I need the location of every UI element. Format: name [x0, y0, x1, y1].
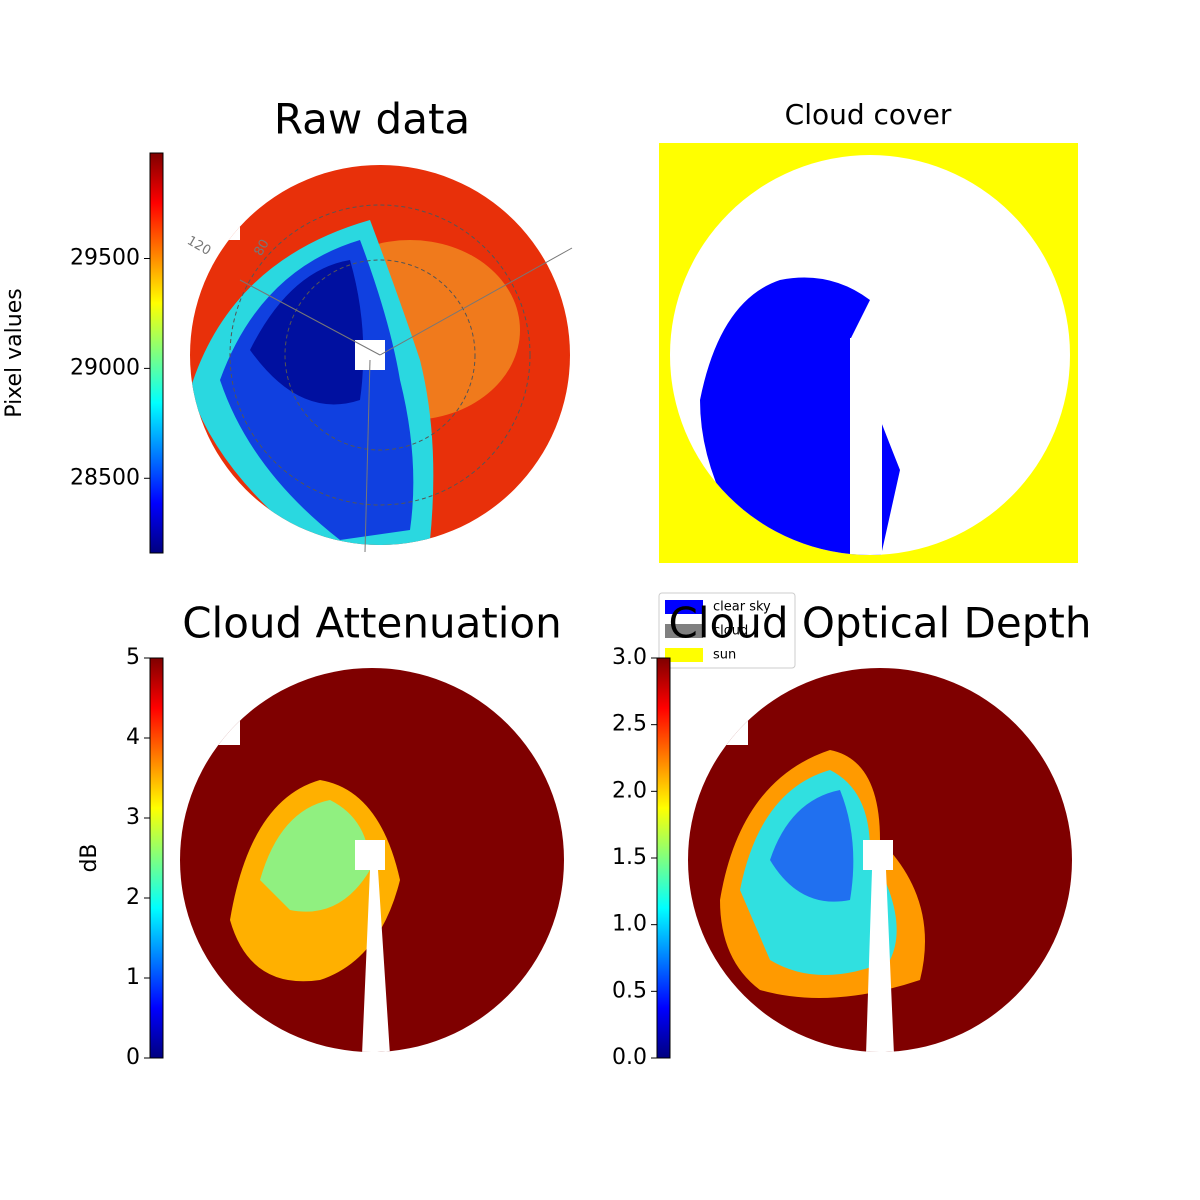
axis-line — [364, 359, 371, 553]
legend-label: cloud — [713, 624, 748, 639]
colorbar-tick-label: 1 — [126, 965, 140, 990]
cloud-mask — [670, 155, 1070, 555]
panel-title: Cloud Attenuation — [182, 599, 562, 648]
polar-label: 80 — [252, 237, 273, 259]
colorbar — [149, 657, 164, 1059]
colorbar-tick-label: 0.0 — [612, 1045, 647, 1070]
axis-line — [379, 247, 573, 356]
colorbar-tick-label: 1.0 — [612, 912, 647, 937]
colorbar-tick-label: 5 — [126, 645, 140, 670]
colorbar-tick-label: 2.5 — [612, 712, 647, 737]
colorbar-label: dB — [77, 843, 102, 872]
colorbar-tick-label: 3 — [126, 805, 140, 830]
colorbar-tick-label: 1.5 — [612, 845, 647, 870]
legend-swatch — [665, 648, 703, 662]
polar-label: 120 — [184, 234, 213, 259]
legend-label: sun — [713, 648, 736, 663]
colorbar — [149, 152, 164, 554]
panel-title: Cloud Optical Depth — [669, 599, 1092, 648]
legend-label: clear sky — [713, 600, 771, 615]
colorbar-tick-label: 2.0 — [612, 778, 647, 803]
colorbar-tick-label: 28500 — [70, 465, 140, 490]
attenuation-image — [180, 668, 564, 1052]
colorbar — [656, 657, 671, 1059]
colorbar-tick-label: 3.0 — [612, 645, 647, 670]
colorbar-tick-label: 29000 — [70, 355, 140, 380]
colorbar-tick-label: 4 — [126, 725, 140, 750]
panel-title: Raw data — [274, 95, 470, 144]
colorbar-tick-label: 29500 — [70, 245, 140, 270]
panel-title: Cloud cover — [785, 98, 952, 131]
colorbar-tick-label: 2 — [126, 885, 140, 910]
colorbar-tick-label: 0 — [126, 1045, 140, 1070]
legend-swatch — [665, 624, 703, 638]
raw-image — [190, 165, 570, 545]
colorbar-label: Pixel values — [2, 288, 27, 417]
optical-depth-image — [688, 668, 1072, 1052]
legend-swatch — [665, 600, 703, 614]
colorbar-tick-label: 0.5 — [612, 978, 647, 1003]
